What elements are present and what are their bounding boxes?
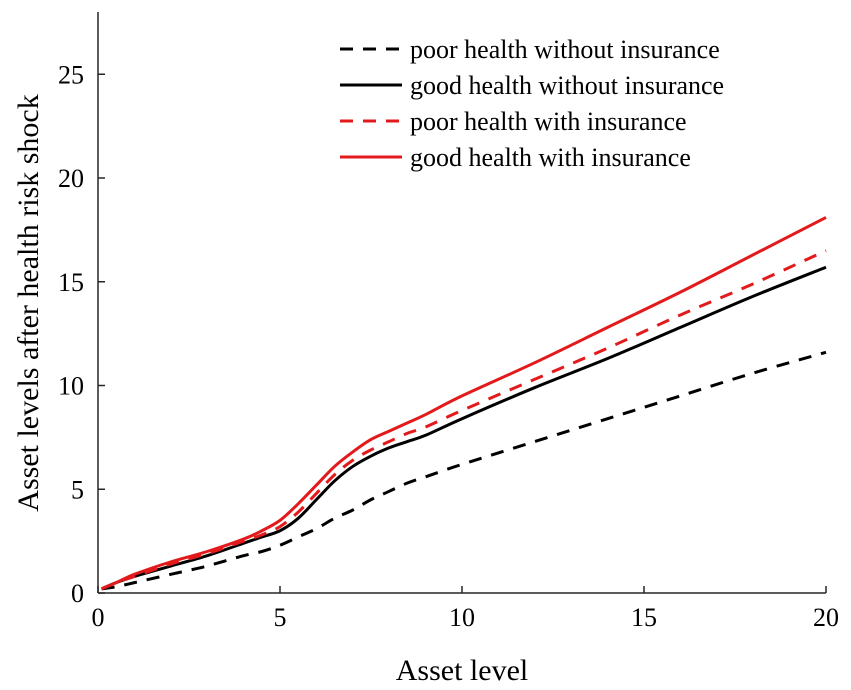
series-line-good-health-with-insurance [101,216,827,591]
axes: 0 5 10 15 20 0 5 10 15 20 25 [58,12,839,632]
x-tick-label: 15 [631,603,657,632]
series-layer [101,216,827,591]
legend-label-good-health-without-insurance: good health without insurance [410,71,724,100]
y-tick-label: 15 [58,268,84,297]
x-tick-label: 20 [813,603,839,632]
legend: poor health without insurance good health… [340,35,724,172]
series-line-poor-health-with-insurance [101,249,827,591]
y-axis-title: Asset levels after health risk shock [12,94,45,511]
y-tick-label: 20 [58,164,84,193]
y-tick-label: 10 [58,372,84,401]
x-tick-label: 10 [449,603,475,632]
x-tick-label: 5 [274,603,287,632]
legend-label-poor-health-with-insurance: poor health with insurance [410,107,687,136]
x-axis-title: Asset level [396,654,528,687]
x-tick-label: 0 [92,603,105,632]
legend-label-good-health-with-insurance: good health with insurance [410,143,691,172]
y-tick-label: 0 [71,579,84,608]
series-line-good-health-without-insurance [101,265,827,591]
series-line-poor-health-without-insurance [101,350,827,591]
y-tick-label: 25 [58,60,84,89]
legend-label-poor-health-without-insurance: poor health without insurance [410,35,720,64]
y-tick-label: 5 [71,475,84,504]
